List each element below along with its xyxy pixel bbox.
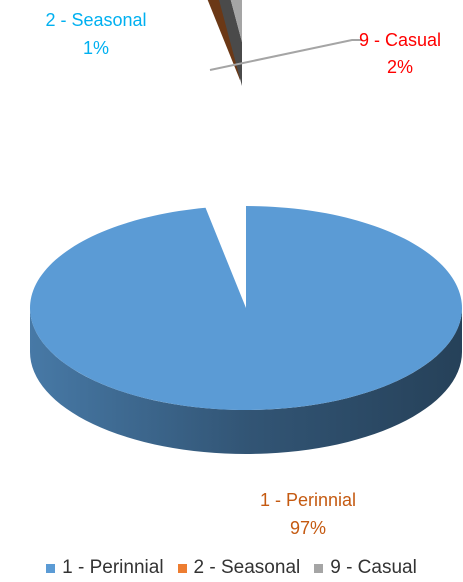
pie-slices xyxy=(29,0,462,454)
data-label-seasonal-value: 1% xyxy=(83,38,109,58)
slice-casual xyxy=(218,0,242,86)
slice-casual-face xyxy=(218,0,242,86)
leader-line-casual xyxy=(209,39,362,71)
slice-perinnial-side xyxy=(30,308,462,454)
slice-casual-top xyxy=(230,0,242,42)
legend-item-casual: 9 - Casual xyxy=(314,557,417,579)
legend-label-seasonal: 2 - Seasonal xyxy=(193,557,301,578)
slice-perinnial xyxy=(29,206,462,454)
data-label-casual-value: 2% xyxy=(387,57,413,77)
chart-legend: 1 - Perinnial 2 - Seasonal 9 - Casual xyxy=(0,556,463,580)
data-label-seasonal-name: 2 - Seasonal xyxy=(45,10,146,30)
legend-swatch-casual xyxy=(314,563,324,573)
legend-swatch-seasonal xyxy=(177,563,187,573)
legend-label-perinnial: 1 - Perinnial xyxy=(62,557,164,578)
data-label-casual-name: 9 - Casual xyxy=(359,30,441,50)
slice-perinnial-top xyxy=(29,206,462,411)
legend-item-seasonal: 2 - Seasonal xyxy=(177,557,301,579)
data-label-perinnial-name: 1 - Perinnial xyxy=(260,490,356,510)
leader-lines xyxy=(209,39,362,71)
legend-item-perinnial: 1 - Perinnial xyxy=(46,557,164,579)
legend-label-casual: 9 - Casual xyxy=(330,557,417,578)
data-label-perinnial-value: 97% xyxy=(290,518,326,538)
legend-swatch-perinnial xyxy=(46,563,56,573)
